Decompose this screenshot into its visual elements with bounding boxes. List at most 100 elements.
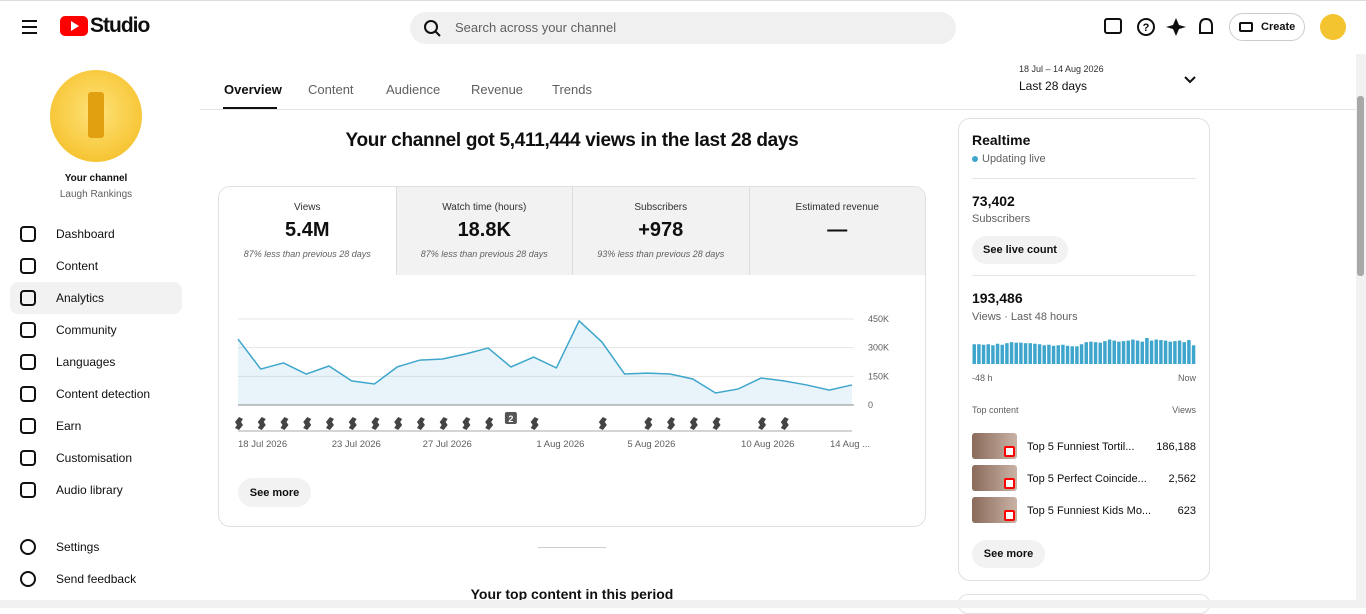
bar [1056, 345, 1060, 364]
realtime-see-more[interactable]: See more [972, 540, 1045, 568]
search-placeholder: Search across your channel [455, 20, 617, 35]
bar [1168, 341, 1172, 364]
nav-item[interactable]: Content detection [10, 378, 182, 410]
date-dropdown[interactable] [1183, 74, 1197, 86]
shorts-marker [598, 417, 607, 430]
shorts-marker [667, 417, 676, 430]
date-range-label[interactable]: Last 28 days [1019, 79, 1088, 93]
bar [1014, 342, 1018, 364]
content-title[interactable]: Top 5 Funniest Tortil... [1027, 441, 1135, 453]
channel-label: Your channel [64, 173, 128, 184]
shorts-badge [1004, 446, 1015, 457]
search-icon [424, 20, 441, 37]
content-title[interactable]: Top 5 Funniest Kids Mo... [1027, 505, 1152, 517]
nav-item[interactable]: Languages [10, 346, 182, 378]
logo-text[interactable]: Studio [90, 14, 150, 37]
realtime-card [958, 118, 1210, 581]
content-views: 2,562 [1168, 473, 1196, 485]
tab[interactable]: Revenue [471, 82, 524, 97]
bar [1177, 340, 1182, 364]
bar [1182, 342, 1186, 364]
x-tick-label: 23 Jul 2026 [332, 439, 381, 450]
bar [1145, 338, 1149, 364]
create-button[interactable]: Create [1229, 13, 1305, 41]
bar [972, 344, 976, 364]
y-tick-label: 150K [868, 371, 889, 381]
metric-tile[interactable]: Subscribers +978 93% less than previous 28… [572, 187, 749, 275]
bar [1135, 340, 1140, 364]
bar [1065, 345, 1070, 364]
search-box[interactable]: Search across your channel [410, 12, 956, 44]
nav-label: Customisation [56, 451, 133, 465]
nav-icon [20, 290, 36, 306]
shorts-badge [1004, 478, 1015, 489]
see-more-button[interactable]: See more [238, 478, 311, 507]
shorts-marker [235, 417, 243, 430]
nav-item[interactable]: Settings [10, 531, 182, 563]
bar [1005, 343, 1009, 364]
subscriber-label: Subscribers [972, 213, 1031, 225]
date-range-dates[interactable]: 18 Jul – 14 Aug 2026 [1019, 64, 1104, 74]
metric-label: Watch time (hours) [442, 202, 527, 213]
nav-item[interactable]: Dashboard [10, 218, 182, 250]
bar [1117, 341, 1121, 364]
nav-item[interactable]: Audio library [10, 474, 182, 506]
analytics-card: Views 5.4M 87% less than previous 28 days W… [218, 186, 926, 527]
y-tick-label: 300K [868, 343, 889, 353]
content-views: 623 [1177, 505, 1196, 517]
bar [991, 345, 995, 364]
views-header: Views [1172, 405, 1196, 415]
live-count-button[interactable]: See live count [972, 236, 1068, 264]
avatar[interactable] [1320, 14, 1346, 40]
nav-item[interactable]: Send feedback [10, 563, 182, 595]
line [237, 319, 853, 394]
shorts-marker [712, 417, 721, 430]
nav-item[interactable]: Community [10, 314, 182, 346]
nav-item[interactable]: Content [10, 250, 182, 282]
nav-icon [20, 571, 36, 587]
live-dot [972, 156, 978, 162]
x-tick-label: -48 h [972, 373, 993, 383]
nav-item[interactable]: Analytics [10, 282, 182, 314]
annotation-box [504, 412, 517, 424]
x-tick-label: 27 Jul 2026 [423, 439, 472, 450]
tab[interactable]: Overview [224, 82, 282, 97]
tab-divider [200, 109, 1356, 110]
metric-tile[interactable]: Views 5.4M 87% less than previous 28 days [219, 187, 396, 275]
content-title[interactable]: Top 5 Perfect Coincide... [1027, 473, 1147, 485]
bar [1051, 345, 1056, 364]
bar [1070, 346, 1074, 364]
channel-avatar[interactable] [50, 70, 142, 162]
nav-label: Earn [56, 419, 82, 433]
shorts-marker [758, 417, 767, 430]
shorts-marker [394, 417, 403, 430]
section-divider [538, 547, 606, 548]
nav-item[interactable]: Earn [10, 410, 182, 442]
bar [1140, 341, 1144, 364]
menu-icon[interactable] [20, 18, 40, 36]
tab[interactable]: Trends [552, 82, 592, 97]
shorts-marker [280, 417, 289, 430]
bar [1047, 344, 1051, 364]
shorts-marker [416, 417, 425, 430]
metric-tile[interactable]: Watch time (hours) 18.8K 87% less than pre… [395, 187, 572, 275]
shorts-marker [439, 417, 448, 430]
tab[interactable]: Audience [386, 82, 441, 97]
logo-icon[interactable] [60, 16, 88, 36]
realtime-status: Updating live [982, 153, 1046, 165]
bar [1093, 342, 1098, 364]
scrollbar-thumb[interactable] [1357, 96, 1364, 276]
metric-value: — [827, 219, 848, 241]
divider [972, 275, 1196, 276]
metric-tile[interactable]: Estimated revenue — [748, 187, 925, 275]
shorts-marker [530, 417, 539, 430]
nav-label: Content [56, 259, 99, 273]
tab[interactable]: Content [308, 82, 354, 97]
shorts-badge [1004, 510, 1015, 521]
metric-value: 5.4M [285, 219, 330, 241]
bar [1103, 341, 1107, 364]
line-chart: 0 150K 300K 450K 2 18 Jul 2026 23 Jul 2026 27 J… [235, 314, 889, 450]
nav-item[interactable]: Customisation [10, 442, 182, 474]
header-icons[interactable]: ? [1104, 17, 1216, 37]
divider [972, 178, 1196, 179]
